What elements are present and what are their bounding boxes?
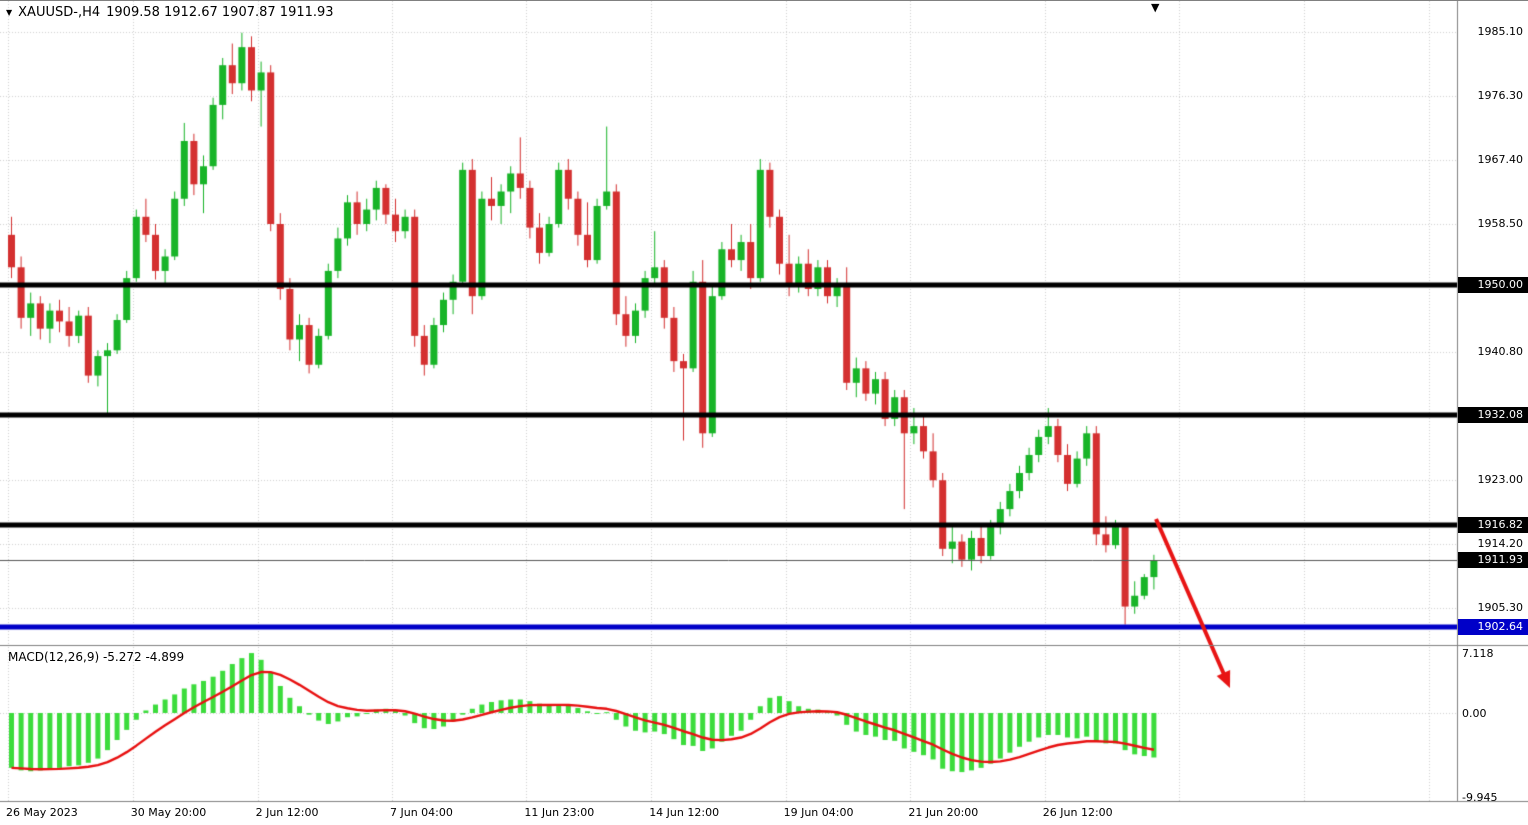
macd-indicator-label: MACD(12,26,9) -5.272 -4.899 xyxy=(8,650,185,664)
chart-shift-marker-icon[interactable]: ▼ xyxy=(1151,1,1160,14)
chart-title: ▼ XAUUSD-,H4 1909.58 1912.67 1907.87 191… xyxy=(6,5,334,20)
ohlc-values: 1909.58 1912.67 1907.87 1911.93 xyxy=(106,5,334,20)
symbol-period-label: XAUUSD-,H4 xyxy=(18,5,101,20)
symbol-marker-icon: ▼ xyxy=(6,8,13,17)
